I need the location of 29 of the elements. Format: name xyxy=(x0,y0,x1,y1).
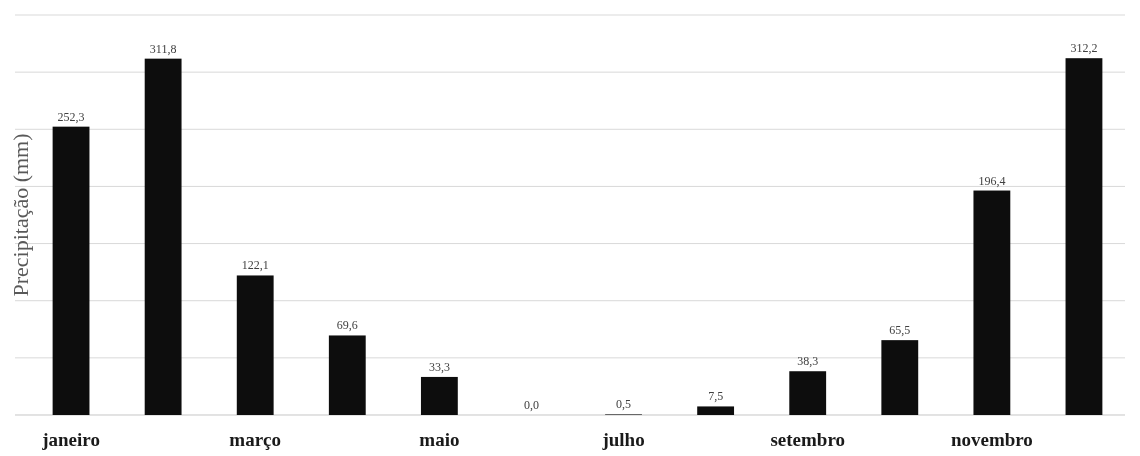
x-tick-label: novembro xyxy=(950,429,1033,450)
x-tick-label: julho xyxy=(601,429,645,450)
data-label: 252,3 xyxy=(57,109,85,124)
bar xyxy=(697,406,735,415)
data-label: 69,6 xyxy=(336,318,358,333)
data-label: 311,8 xyxy=(149,41,177,56)
bar xyxy=(1065,58,1103,415)
data-label: 196,4 xyxy=(978,173,1006,188)
bar xyxy=(789,371,827,415)
data-label: 122,1 xyxy=(241,258,269,273)
bar xyxy=(144,58,182,415)
bar xyxy=(973,190,1011,415)
data-label: 312,2 xyxy=(1070,41,1098,56)
bar xyxy=(52,126,90,415)
x-tick-label: maio xyxy=(419,429,460,450)
data-label: 65,5 xyxy=(889,323,911,338)
data-label: 7,5 xyxy=(708,389,724,404)
data-label: 0,0 xyxy=(523,398,539,412)
bar xyxy=(328,335,366,415)
bar xyxy=(881,340,919,415)
x-tick-label: janeiro xyxy=(41,429,100,450)
bar xyxy=(420,376,458,415)
y-axis-title: Precipitação (mm) xyxy=(8,133,33,297)
data-label: 33,3 xyxy=(428,359,450,374)
x-tick-label: março xyxy=(229,429,282,450)
bar xyxy=(236,275,274,415)
x-tick-label: setembro xyxy=(770,429,845,450)
data-label: 38,3 xyxy=(797,354,819,369)
data-label: 0,5 xyxy=(616,397,632,412)
